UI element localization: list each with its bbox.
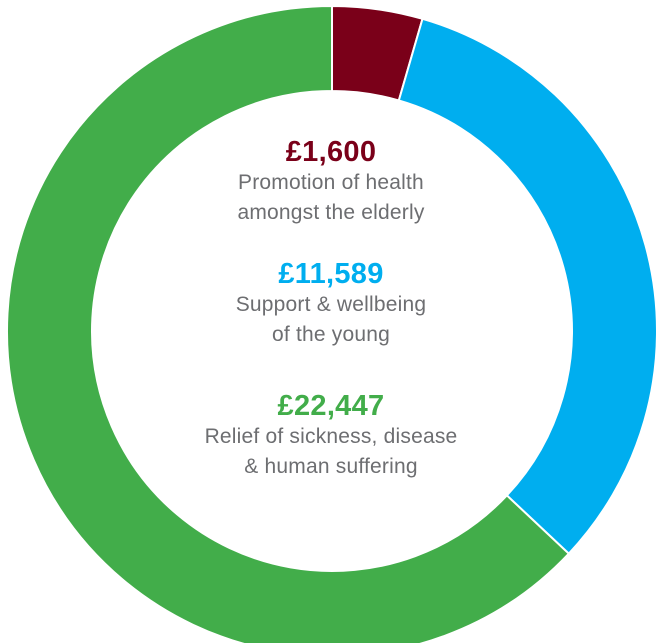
slice-label-group-sickness: £22,447 Relief of sickness, disease & hu… <box>181 390 481 482</box>
amount-label-young: £11,589 <box>278 258 384 290</box>
donut-slice-young <box>397 17 658 556</box>
amount-label-sickness: £22,447 <box>277 390 385 422</box>
description-line-sickness-1: Relief of sickness, disease <box>204 425 458 448</box>
description-line-young-1: Support & wellbeing <box>235 293 427 316</box>
description-line-sickness-2: & human suffering <box>244 455 418 478</box>
slice-label-group-young: £11,589 Support & wellbeing of the young <box>181 258 481 350</box>
description-line-elderly-1: Promotion of health <box>238 171 424 194</box>
slice-label-group-elderly: £1,600 Promotion of health amongst the e… <box>181 136 481 228</box>
description-line-young-2: of the young <box>272 323 390 346</box>
description-line-elderly-2: amongst the elderly <box>237 201 425 224</box>
amount-label-elderly: £1,600 <box>285 136 377 168</box>
donut-slice-sickness <box>6 4 571 643</box>
